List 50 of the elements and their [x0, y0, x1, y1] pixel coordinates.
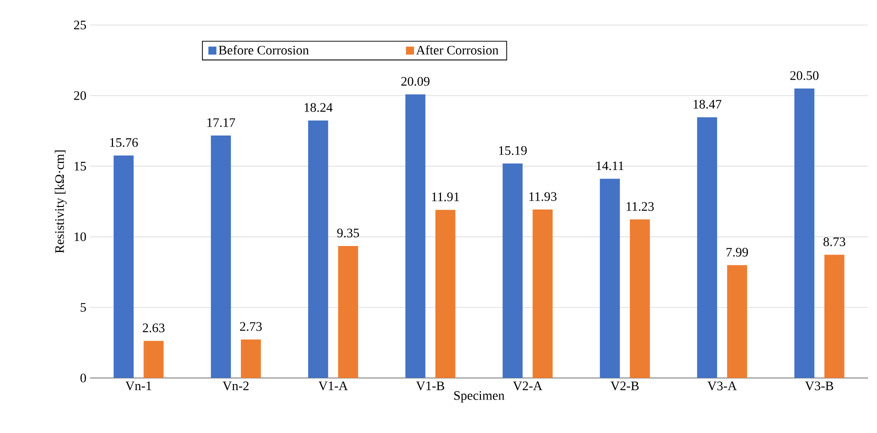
bar — [338, 246, 358, 378]
y-axis-title: Resistivity [kΩ·cm] — [54, 150, 67, 254]
data-label: 11.93 — [529, 192, 556, 202]
y-tick-label: 10 — [74, 232, 86, 242]
x-tick-label: V3-B — [805, 382, 834, 390]
bar — [435, 210, 456, 378]
bar — [532, 210, 553, 378]
data-label: 11.23 — [626, 202, 654, 211]
data-label: 9.35 — [337, 228, 359, 238]
bar — [794, 88, 814, 378]
y-tick-label: 25 — [74, 20, 86, 30]
x-tick-label: V3-A — [707, 382, 737, 390]
data-label: 8.73 — [823, 237, 846, 246]
bar — [727, 265, 748, 378]
bar — [502, 164, 523, 378]
x-axis-title: Specimen — [454, 391, 504, 403]
x-tick-label: V1-A — [318, 382, 348, 390]
y-tick-label: 15 — [74, 162, 86, 171]
data-label: 20.50 — [790, 71, 818, 80]
bar — [824, 254, 844, 378]
data-label: 2.73 — [240, 322, 262, 331]
legend-label: Before Corrosion — [218, 45, 309, 55]
x-tick-label: V2-B — [610, 382, 639, 390]
x-tick-label: V2-A — [512, 382, 542, 390]
y-tick-label: 20 — [74, 91, 86, 100]
x-tick-label: V1-B — [416, 382, 444, 390]
data-label: 18.47 — [694, 100, 722, 109]
bar — [600, 178, 620, 378]
x-tick-label: Vn-2 — [222, 382, 249, 390]
bar — [144, 340, 164, 378]
data-label: 2.63 — [142, 324, 165, 332]
y-tick-label: 5 — [80, 303, 86, 312]
data-label: 20.09 — [401, 76, 430, 86]
y-tick-label: 0 — [80, 374, 86, 382]
bar — [697, 117, 718, 378]
bar — [114, 155, 134, 378]
bar — [240, 339, 261, 378]
data-label: 11.91 — [432, 192, 459, 202]
data-label: 18.24 — [304, 103, 333, 112]
bar — [405, 94, 426, 378]
legend-label: After Corrosion — [416, 45, 498, 55]
data-label: 17.17 — [207, 118, 236, 128]
data-label: 15.76 — [110, 138, 138, 147]
data-label: 15.19 — [499, 146, 527, 155]
bar — [210, 136, 231, 378]
x-tick-label: Vn-1 — [125, 382, 152, 390]
data-label: 14.11 — [596, 161, 624, 170]
data-label: 7.99 — [726, 248, 748, 257]
bar — [630, 219, 650, 378]
bar — [308, 120, 328, 378]
